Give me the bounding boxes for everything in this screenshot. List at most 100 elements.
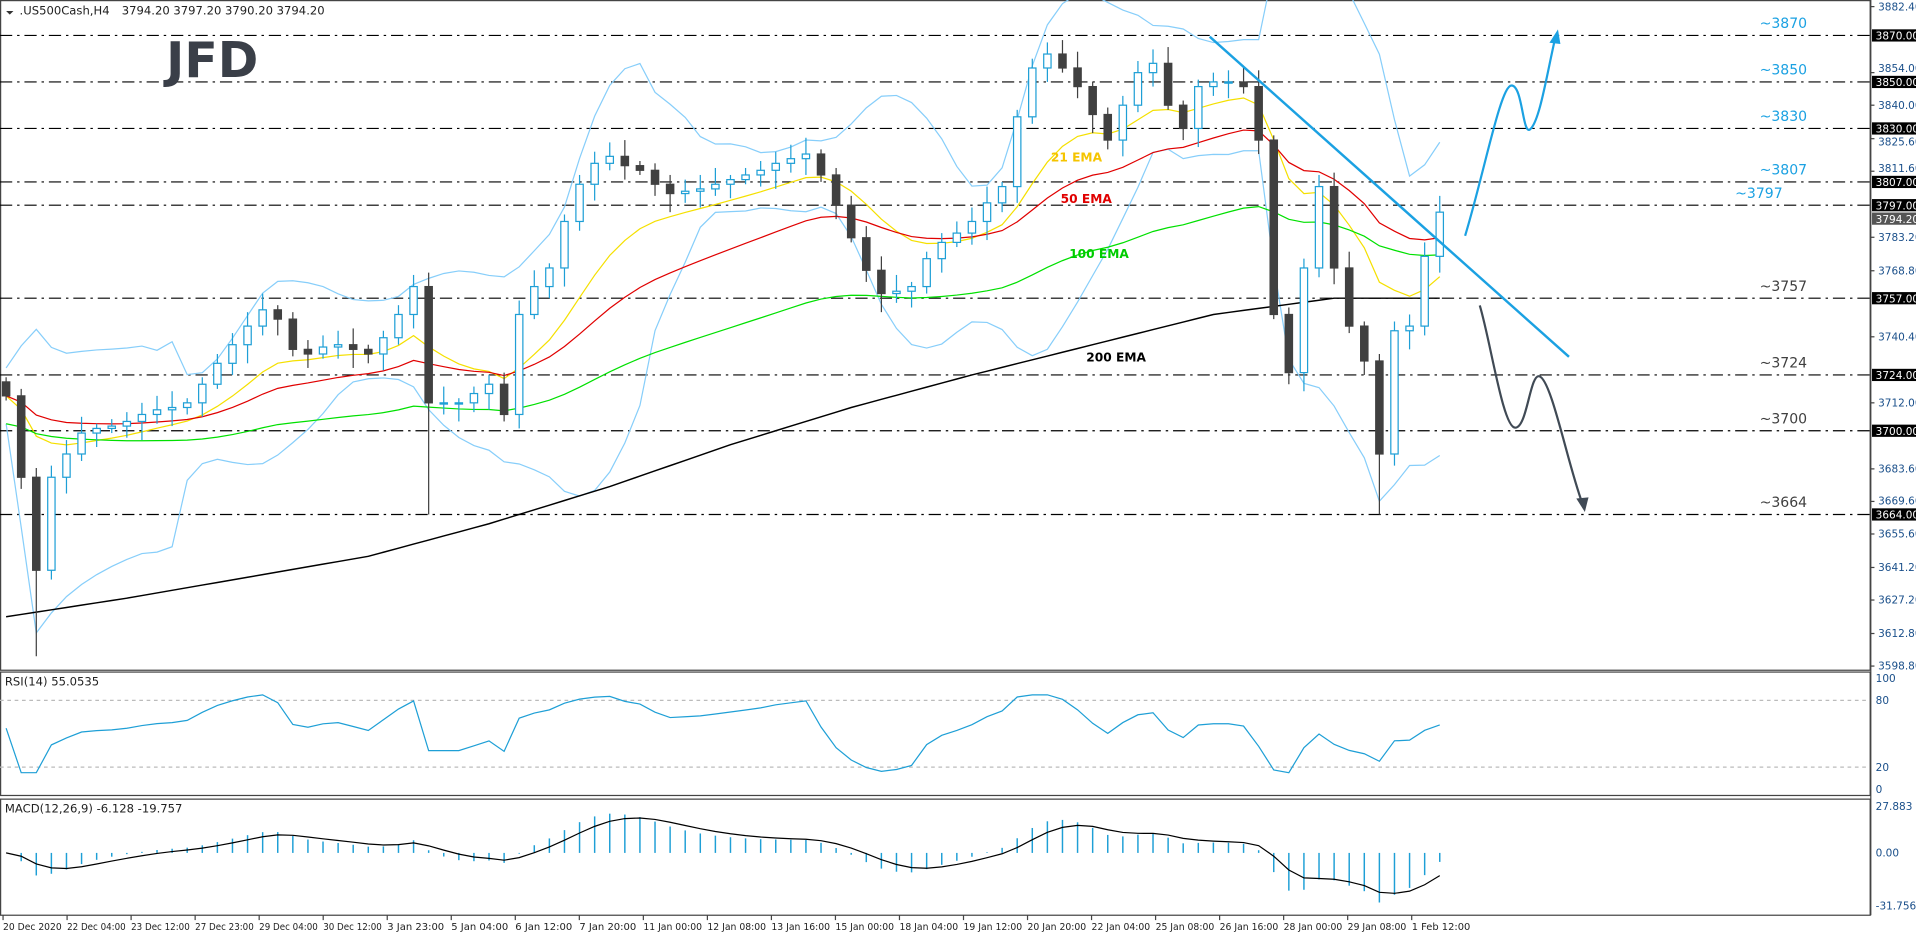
candle xyxy=(484,374,494,410)
ema100-line xyxy=(5,205,1440,442)
candle-body xyxy=(846,204,856,239)
candle-body xyxy=(831,174,841,206)
candle xyxy=(620,140,630,180)
level-price-box xyxy=(1872,122,1916,135)
time-tick-label: 19 Jan 12:00 xyxy=(963,922,1022,933)
candle-body xyxy=(107,425,117,430)
candle-body xyxy=(273,309,283,320)
time-tick-label: 29 Dec 04:00 xyxy=(259,922,318,933)
candle-body xyxy=(303,348,313,355)
candle-body xyxy=(756,169,765,176)
time-tick-label: 5 Jan 04:00 xyxy=(451,922,508,933)
candle-body xyxy=(922,258,931,288)
candle-body xyxy=(1435,211,1445,257)
time-tick-label: 18 Jan 04:00 xyxy=(899,922,958,933)
ohlc-readout: 3794.20 3797.20 3790.20 3794.20 xyxy=(122,4,325,18)
price-tick-label: 3669.60 xyxy=(1878,496,1916,508)
candle-body xyxy=(167,406,177,411)
candle-body xyxy=(288,318,298,350)
candle xyxy=(1239,67,1248,94)
level-label: ~3807 xyxy=(1760,163,1808,179)
candle-body xyxy=(1360,325,1369,362)
time-tick-label: 7 Jan 20:00 xyxy=(579,922,636,933)
candle-body xyxy=(1103,113,1113,141)
candle-body xyxy=(877,269,886,295)
candle xyxy=(1,377,11,401)
candle xyxy=(771,151,781,189)
candle-body xyxy=(1239,81,1248,88)
candle-body xyxy=(484,383,494,395)
candle-body xyxy=(1329,185,1339,269)
candle xyxy=(107,419,117,434)
time-tick-label: 23 Dec 12:00 xyxy=(131,922,190,933)
candle xyxy=(1163,47,1173,110)
level-label: ~3830 xyxy=(1760,109,1808,125)
time-tick-label: 1 Feb 12:00 xyxy=(1412,922,1471,933)
candle-body xyxy=(16,395,26,478)
candle-body xyxy=(1148,62,1158,74)
macd-indicator: 27.883 0.00 -31.756 xyxy=(5,801,1916,912)
symbol-label: .US500Cash,H4 xyxy=(20,4,110,18)
level-price-box xyxy=(1872,75,1916,89)
candle xyxy=(1299,258,1309,392)
candle xyxy=(364,344,373,364)
candle xyxy=(1028,58,1037,124)
candle-body xyxy=(1073,67,1082,88)
ema200-label: 200 EMA xyxy=(1086,351,1146,365)
rsi-tick-label: 100 xyxy=(1876,673,1896,685)
collapse-triangle-icon[interactable] xyxy=(6,10,14,15)
candle-body xyxy=(696,188,705,192)
time-tick-label: 22 Jan 04:00 xyxy=(1092,922,1151,933)
time-tick-label: 29 Jan 08:00 xyxy=(1348,922,1407,933)
price-axis: 3882.40 3854.00 3840.00 3825.60 3811.60 3783.… xyxy=(1870,0,1916,916)
candle xyxy=(665,174,675,213)
time-tick-label: 20 Jan 20:00 xyxy=(1028,922,1087,933)
bearish-projection-arrow xyxy=(1478,305,1584,504)
level-price-box xyxy=(1872,424,1916,437)
candle xyxy=(273,305,283,336)
candle-body xyxy=(635,165,645,171)
candle-body xyxy=(590,162,599,185)
candle xyxy=(1103,107,1113,150)
candle xyxy=(831,167,841,220)
candle xyxy=(1224,70,1233,99)
candle-body xyxy=(1058,53,1067,69)
candle-body xyxy=(650,169,660,185)
rsi-label: RSI(14) 55.0535 xyxy=(5,675,99,689)
level-label: ~3700 xyxy=(1760,411,1808,427)
candle xyxy=(228,333,237,375)
candle-body xyxy=(1088,85,1097,116)
candle-body xyxy=(152,409,162,416)
candle xyxy=(816,149,826,182)
ema21-label: 21 EMA xyxy=(1051,150,1103,164)
ema100-label: 100 EMA xyxy=(1069,247,1129,261)
candle-body xyxy=(469,392,479,404)
candle xyxy=(590,151,599,201)
macd-label: MACD(12,26,9) -6.128 -19.757 xyxy=(5,802,183,816)
candle xyxy=(77,416,86,461)
candle xyxy=(605,142,615,171)
candle-body xyxy=(1178,104,1188,130)
candle xyxy=(1133,61,1143,113)
candle xyxy=(786,144,796,173)
candle-body xyxy=(1269,139,1279,316)
time-tick-label: 13 Jan 16:00 xyxy=(771,922,830,933)
candle xyxy=(439,386,449,415)
candle-body xyxy=(394,313,403,339)
candle-body xyxy=(182,402,192,409)
jfd-logo: JFD xyxy=(163,32,258,89)
candle-body xyxy=(1405,325,1414,332)
candle-body xyxy=(982,202,992,223)
candle-body xyxy=(741,174,750,181)
price-tick-label: 3641.20 xyxy=(1878,562,1916,574)
candle-body xyxy=(62,453,71,478)
candle xyxy=(545,263,554,299)
time-tick-label: 12 Jan 08:00 xyxy=(707,922,766,933)
level-label: ~3797 xyxy=(1735,186,1783,202)
candle xyxy=(711,167,720,196)
rsi-tick-label: 20 xyxy=(1876,762,1889,774)
candle xyxy=(1375,354,1384,515)
price-tick-label: 3783.20 xyxy=(1878,232,1916,244)
candle xyxy=(47,465,56,580)
candle-body xyxy=(1299,267,1309,374)
